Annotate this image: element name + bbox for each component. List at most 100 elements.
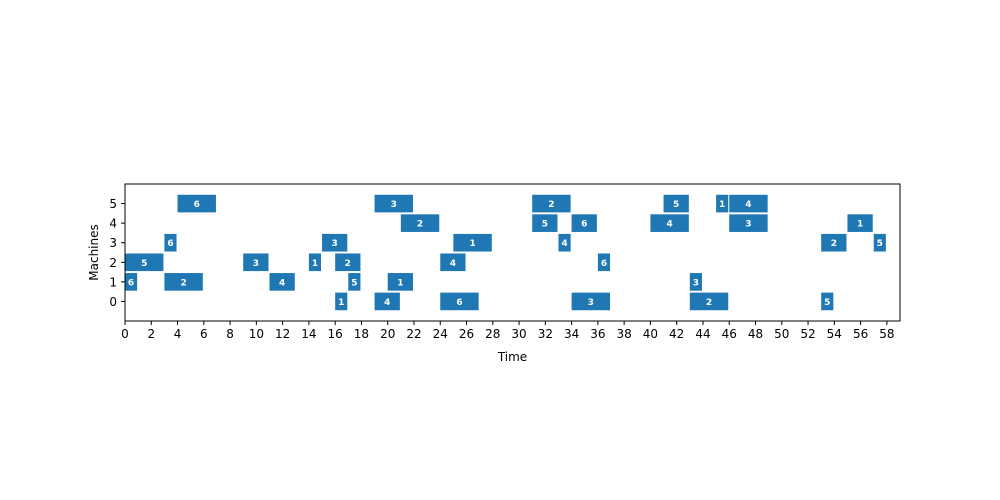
task-bar — [243, 253, 269, 272]
task-bar-label: 5 — [141, 259, 147, 269]
task-bar — [125, 253, 164, 272]
plot-frame — [124, 183, 901, 322]
task-bar — [716, 194, 729, 213]
task-bar-label: 4 — [384, 298, 390, 308]
task-bar — [348, 273, 361, 291]
task-bar-label: 5 — [673, 200, 679, 210]
task-bar-label: 1 — [857, 220, 863, 230]
task-bar-label: 3 — [332, 239, 338, 249]
task-bar — [387, 273, 413, 291]
task-bar — [571, 292, 611, 311]
task-bar — [177, 194, 216, 213]
task-bar-label: 6 — [456, 298, 462, 308]
task-bar — [308, 253, 322, 272]
task-bar-label: 3 — [588, 298, 594, 308]
task-bar-label: 2 — [180, 278, 186, 288]
task-bar — [440, 253, 466, 272]
task-bar-label: 1 — [312, 259, 318, 269]
x-tick-label: 0 — [121, 327, 129, 341]
task-bar — [374, 292, 400, 311]
x-tick-label: 20 — [380, 327, 395, 341]
task-bar-label: 2 — [345, 259, 351, 269]
task-bar — [729, 194, 768, 213]
x-tick-label: 26 — [459, 327, 474, 341]
task-bar — [335, 292, 348, 311]
x-tick-label: 48 — [748, 327, 763, 341]
task-bar — [269, 273, 295, 291]
y-tick-label: 0 — [109, 295, 117, 309]
task-bar — [532, 214, 558, 232]
task-bar-label: 3 — [253, 259, 259, 269]
task-bar-label: 6 — [581, 220, 587, 230]
x-tick-label: 2 — [147, 327, 155, 341]
x-tick-label: 50 — [774, 327, 789, 341]
task-bar-label: 5 — [351, 278, 357, 288]
y-axis-label: Machines — [87, 224, 101, 280]
task-bar-label: 3 — [745, 220, 751, 230]
y-tick-label: 1 — [109, 275, 117, 289]
task-bar-label: 1 — [397, 278, 403, 288]
task-bar-label: 4 — [450, 259, 456, 269]
task-bar-label: 4 — [279, 278, 285, 288]
task-bar-label: 1 — [338, 298, 344, 308]
task-bar-label: 6 — [128, 278, 134, 288]
task-bar-label: 3 — [693, 278, 699, 288]
task-bar-label: 5 — [824, 298, 830, 308]
task-bar-label: 6 — [167, 239, 173, 249]
x-tick-label: 12 — [275, 327, 290, 341]
x-tick-label: 16 — [328, 327, 343, 341]
x-tick-label: 56 — [853, 327, 868, 341]
task-bar-label: 4 — [745, 200, 751, 210]
task-bar — [453, 233, 492, 252]
x-tick-label: 28 — [485, 327, 500, 341]
task-bar-label: 1 — [719, 200, 725, 210]
x-tick-label: 10 — [249, 327, 264, 341]
task-bar — [873, 233, 886, 252]
x-axis-label: Time — [497, 350, 527, 364]
x-tick-label: 32 — [538, 327, 553, 341]
x-tick-label: 22 — [406, 327, 421, 341]
task-bar-label: 3 — [391, 200, 397, 210]
x-tick-label: 24 — [433, 327, 448, 341]
x-tick-label: 46 — [722, 327, 737, 341]
task-bar — [821, 292, 834, 311]
task-bar — [164, 233, 177, 252]
x-tick-label: 52 — [800, 327, 815, 341]
task-bar — [374, 194, 413, 213]
task-bar — [532, 194, 571, 213]
x-tick-label: 14 — [301, 327, 316, 341]
y-tick-label: 4 — [109, 217, 117, 231]
y-tick-label: 3 — [109, 236, 117, 250]
task-bar — [650, 214, 689, 232]
x-tick-label: 54 — [827, 327, 842, 341]
task-bar — [597, 253, 611, 272]
task-bar-label: 2 — [548, 200, 554, 210]
task-bar — [571, 214, 597, 232]
x-tick-label: 42 — [669, 327, 684, 341]
x-tick-label: 44 — [695, 327, 710, 341]
task-bar — [689, 292, 729, 311]
task-bar — [440, 292, 479, 311]
x-tick-label: 34 — [564, 327, 579, 341]
task-bar-label: 2 — [831, 239, 837, 249]
task-bar — [400, 214, 440, 232]
x-tick-label: 8 — [226, 327, 234, 341]
x-tick-label: 40 — [643, 327, 658, 341]
task-bar-label: 5 — [542, 220, 548, 230]
task-bar — [821, 233, 847, 252]
task-bar-label: 1 — [469, 239, 475, 249]
task-bar — [335, 253, 361, 272]
task-bar-label: 2 — [417, 220, 423, 230]
bars-layer — [125, 194, 886, 311]
x-tick-label: 4 — [174, 327, 182, 341]
task-bar — [847, 214, 873, 232]
task-bar — [558, 233, 571, 252]
task-bar — [125, 273, 138, 291]
task-bar — [729, 214, 768, 232]
x-axis: 0 2 4 6 8 10 12 14 16 18 20 22 24 26 28 30 32 34 36 38 40 42 4… — [121, 321, 895, 341]
task-bar-label: 4 — [666, 220, 672, 230]
x-tick-label: 18 — [354, 327, 369, 341]
bar-labels-layer: 1 4 6 3 2 56 2 4 5 1 35 3 1 2 4 66 3 1 4 2 52 5 6 4 3 16 3 2 5 1 4 — [128, 200, 883, 308]
y-axis: 0 1 2 3 4 5 — [109, 197, 125, 309]
